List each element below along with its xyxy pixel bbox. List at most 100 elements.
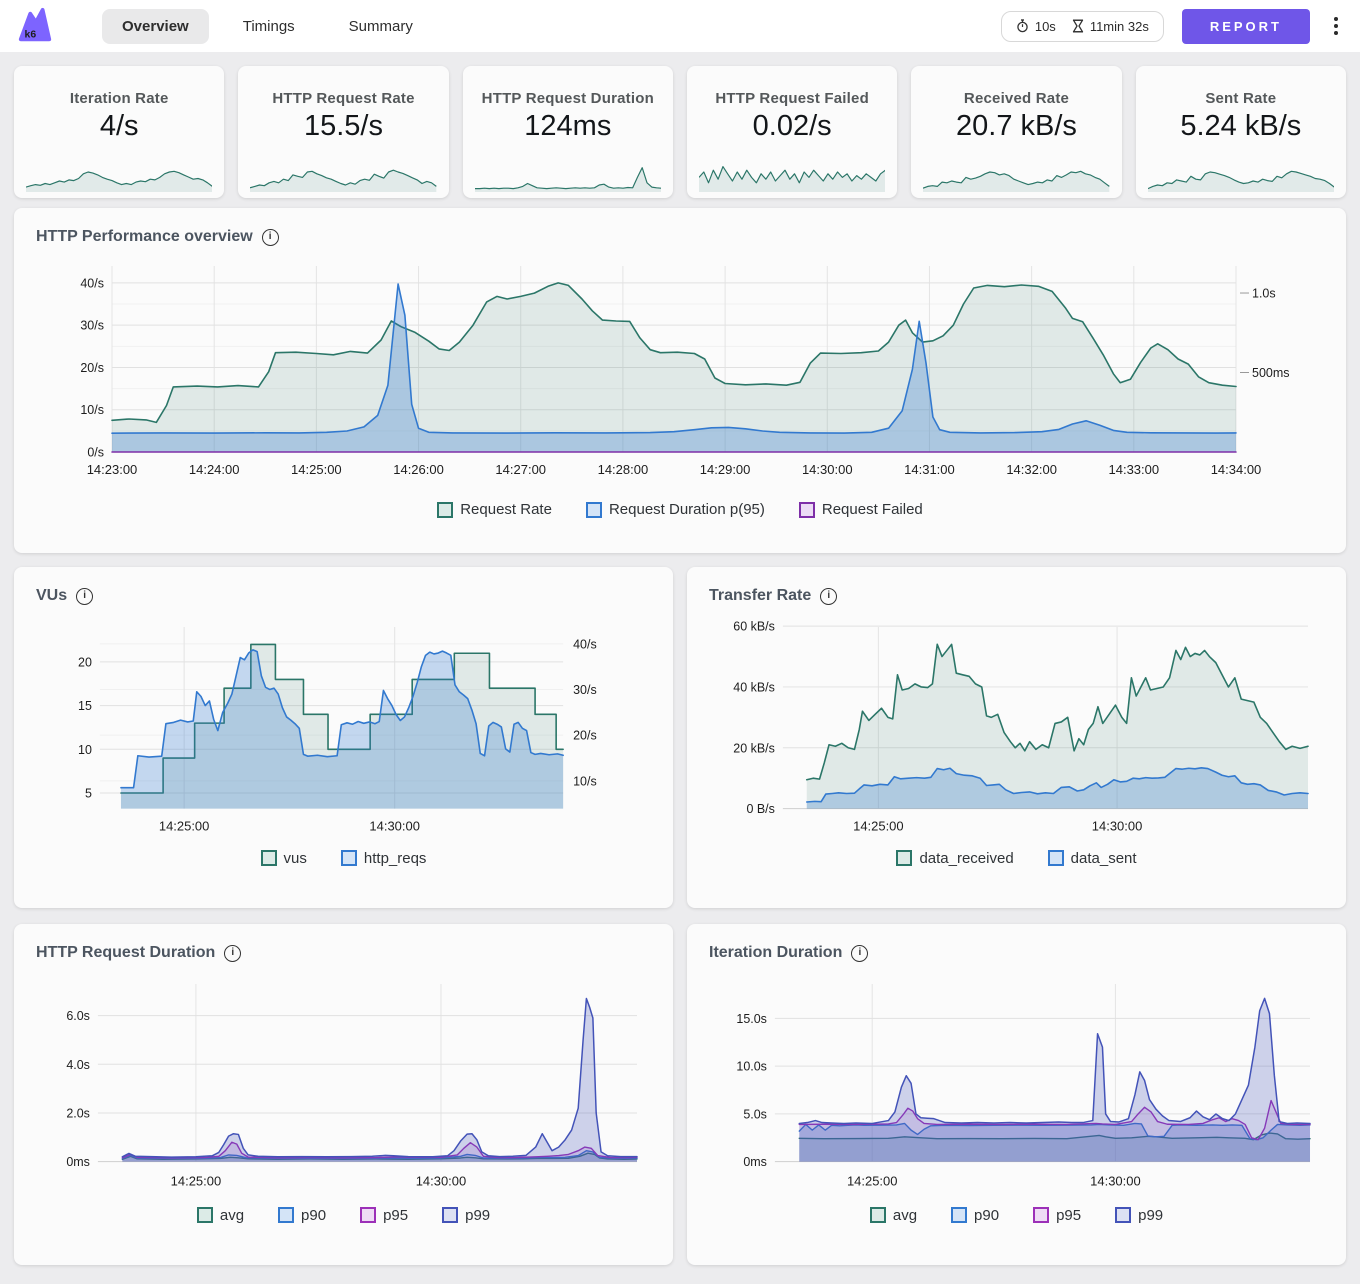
svg-text:6.0s: 6.0s xyxy=(66,1009,90,1023)
legend-item-avg[interactable]: avg xyxy=(869,1206,918,1224)
info-icon[interactable]: i xyxy=(224,944,242,962)
stat-title: Sent Rate xyxy=(1205,90,1277,107)
legend-item-request-failed[interactable]: Request Failed xyxy=(798,501,923,518)
svg-text:15: 15 xyxy=(78,699,92,713)
legend-item-p95[interactable]: p95 xyxy=(360,1207,408,1224)
panel-http-performance-overview: HTTP Performance overview i 14:23:00 14:2… xyxy=(14,208,1346,553)
legend-item-p95[interactable]: p95 xyxy=(1033,1207,1081,1224)
legend-swatch xyxy=(196,1207,213,1224)
panel-header: Transfer Rate i xyxy=(709,587,1324,605)
svg-text:0/s: 0/s xyxy=(87,446,104,460)
info-icon[interactable]: i xyxy=(820,587,838,605)
panel-vus: VUs i 14:25:00 14:30:00 5 10 15 20 10/s 20/s 30/… xyxy=(14,567,673,908)
charts-row-2: VUs i 14:25:00 14:30:00 5 10 15 20 10/s 20/s 30/… xyxy=(14,567,1346,908)
legend-item-p90[interactable]: p90 xyxy=(278,1207,326,1224)
legend-item-data-received[interactable]: data_received xyxy=(896,850,1014,867)
svg-text:14:30:00: 14:30:00 xyxy=(369,819,419,834)
stat-sparkline xyxy=(26,170,213,192)
legend-item-p99[interactable]: p99 xyxy=(442,1207,490,1224)
svg-text:14:33:00: 14:33:00 xyxy=(1109,462,1160,477)
svg-text:30/s: 30/s xyxy=(573,683,597,697)
legend-label: avg xyxy=(892,1206,918,1224)
stat-value: 15.5/s xyxy=(303,110,383,142)
legend-label: p99 xyxy=(465,1206,491,1224)
refresh-interval-value: 10s xyxy=(1034,18,1056,34)
panel-header: HTTP Performance overview i xyxy=(36,228,1324,246)
svg-text:20/s: 20/s xyxy=(80,361,104,375)
transfer-rate-chart[interactable]: 14:25:00 14:30:00 0 B/s 20 kB/s 40 kB/s 60 kB… xyxy=(709,615,1324,840)
legend-item-request-duration-p(95)[interactable]: Request Duration p(95) xyxy=(585,501,765,518)
legend-item-http-reqs[interactable]: http_reqs xyxy=(340,849,427,867)
svg-text:60 kB/s: 60 kB/s xyxy=(733,620,775,634)
legend-item-request-rate[interactable]: Request Rate xyxy=(437,501,552,518)
svg-text:14:30:00: 14:30:00 xyxy=(1090,1174,1140,1189)
legend-swatch xyxy=(1047,850,1064,867)
legend-label: vus xyxy=(283,849,307,867)
svg-text:14:24:00: 14:24:00 xyxy=(189,462,240,477)
stat-title: HTTP Request Duration xyxy=(481,90,654,107)
legend-label: http_reqs xyxy=(363,849,427,867)
tab-summary[interactable]: Summary xyxy=(348,17,413,35)
legend-label: avg xyxy=(219,1206,245,1224)
stat-card-received-rate: Received Rate 20.7 kB/s xyxy=(911,66,1122,198)
legend-item-data-sent[interactable]: data_sent xyxy=(1047,849,1137,867)
svg-text:14:32:00: 14:32:00 xyxy=(1006,462,1057,477)
legend-label: data_sent xyxy=(1070,849,1137,867)
svg-text:40/s: 40/s xyxy=(573,637,597,651)
kebab-menu-icon[interactable] xyxy=(1328,13,1344,39)
svg-text:14:34:00: 14:34:00 xyxy=(1211,462,1262,477)
svg-text:0ms: 0ms xyxy=(743,1155,767,1169)
svg-text:30/s: 30/s xyxy=(80,319,104,333)
svg-text:500ms: 500ms xyxy=(1252,366,1290,380)
legend-item-p90[interactable]: p90 xyxy=(951,1207,999,1224)
legend-item-avg[interactable]: avg xyxy=(196,1206,245,1224)
panel-iteration-duration: Iteration Duration i 14:25:00 14:30:00 0ms… xyxy=(687,924,1346,1265)
elapsed-time: 11min 32s xyxy=(1072,19,1149,34)
legend-swatch xyxy=(260,850,277,867)
panel-header: Iteration Duration i xyxy=(709,944,1324,962)
chart-legend: Request Rate Request Duration p(95) Reques… xyxy=(36,501,1324,518)
svg-text:14:30:00: 14:30:00 xyxy=(802,462,853,477)
svg-text:15.0s: 15.0s xyxy=(736,1012,767,1026)
svg-text:14:23:00: 14:23:00 xyxy=(87,462,138,477)
http-performance-overview-chart[interactable]: 14:23:00 14:24:00 14:25:00 14:26:00 14:27:00… xyxy=(36,256,1324,491)
info-icon[interactable]: i xyxy=(851,944,869,962)
k6-logo-icon: k6 xyxy=(18,7,52,42)
stat-title: Iteration Rate xyxy=(69,90,169,107)
svg-text:14:28:00: 14:28:00 xyxy=(598,462,649,477)
svg-text:14:27:00: 14:27:00 xyxy=(495,462,546,477)
legend-label: p99 xyxy=(1138,1206,1164,1224)
chart-legend: avg p90 p95 p99 xyxy=(36,1207,651,1224)
legend-item-vus[interactable]: vus xyxy=(260,849,307,867)
legend-label: Request Rate xyxy=(460,501,552,518)
stat-sparkline xyxy=(923,170,1110,192)
logo-text: k6 xyxy=(25,29,37,40)
svg-text:10/s: 10/s xyxy=(573,774,597,788)
iteration-duration-chart[interactable]: 14:25:00 14:30:00 0ms 5.0s 10.0s 15.0s xyxy=(709,972,1324,1197)
legend-swatch xyxy=(798,501,815,518)
svg-text:14:25:00: 14:25:00 xyxy=(171,1174,221,1189)
info-icon[interactable]: i xyxy=(76,587,94,605)
svg-text:1.0s: 1.0s xyxy=(1252,287,1276,301)
legend-swatch xyxy=(869,1207,886,1224)
legend-swatch xyxy=(442,1207,459,1224)
tab-overview[interactable]: Overview xyxy=(102,8,209,44)
legend-label: p95 xyxy=(1056,1206,1082,1224)
legend-swatch xyxy=(340,850,357,867)
legend-swatch xyxy=(1033,1207,1050,1224)
stat-card-http-request-duration: HTTP Request Duration 124ms xyxy=(462,66,673,198)
panel-header: HTTP Request Duration i xyxy=(36,944,651,962)
legend-item-p99[interactable]: p99 xyxy=(1115,1207,1163,1224)
svg-text:14:31:00: 14:31:00 xyxy=(904,462,955,477)
tab-timings[interactable]: Timings xyxy=(242,17,295,35)
info-icon[interactable]: i xyxy=(261,228,279,246)
stat-value: 0.02/s xyxy=(752,110,832,142)
svg-text:14:25:00: 14:25:00 xyxy=(847,1174,897,1189)
http-request-duration-chart[interactable]: 14:25:00 14:30:00 0ms 2.0s 4.0s 6.0s xyxy=(36,972,651,1197)
refresh-interval: 10s xyxy=(1016,19,1056,34)
stat-card-http-request-failed: HTTP Request Failed 0.02/s xyxy=(686,66,898,198)
svg-text:5: 5 xyxy=(85,786,92,800)
report-button[interactable]: REPORT xyxy=(1181,8,1310,44)
svg-text:14:25:00: 14:25:00 xyxy=(853,819,903,834)
vus-chart[interactable]: 14:25:00 14:30:00 5 10 15 20 10/s 20/s 30/s 40/s xyxy=(36,615,651,840)
